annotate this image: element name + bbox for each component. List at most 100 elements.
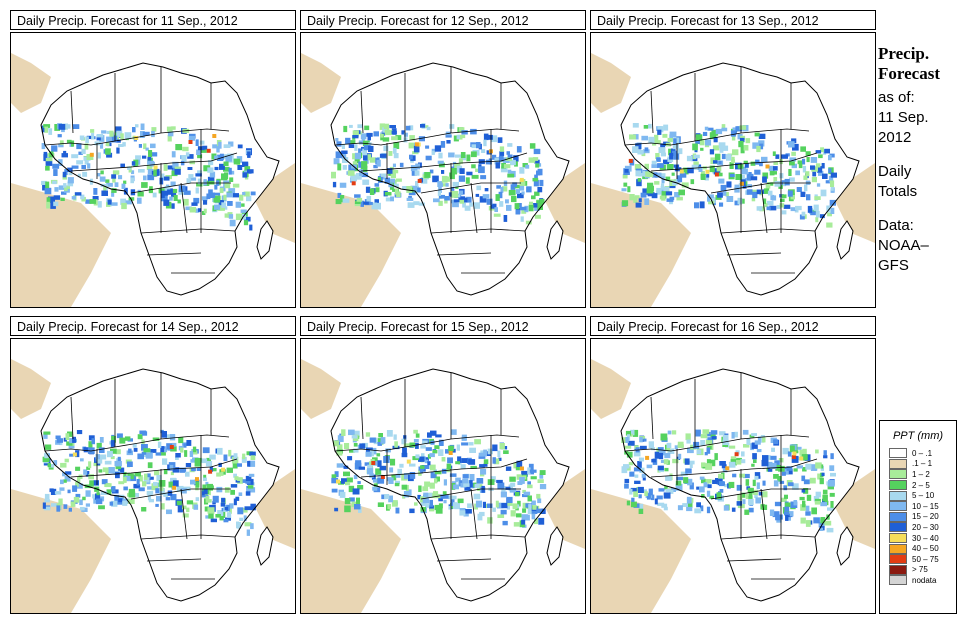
precip-cell bbox=[212, 495, 219, 503]
precip-cell bbox=[389, 467, 394, 473]
country-border bbox=[360, 396, 364, 440]
precip-cell bbox=[821, 472, 825, 477]
precip-cell bbox=[122, 500, 128, 506]
precip-cell bbox=[817, 166, 823, 173]
precip-cell bbox=[242, 192, 246, 196]
precip-cell bbox=[180, 488, 187, 494]
country-border bbox=[130, 488, 231, 500]
intense-precip-cell bbox=[519, 177, 524, 182]
coastline bbox=[40, 368, 280, 602]
precip-cell bbox=[471, 174, 479, 179]
precip-cell bbox=[623, 464, 630, 469]
precip-cell bbox=[517, 203, 522, 208]
precip-cell bbox=[642, 477, 646, 481]
precip-cell bbox=[118, 144, 124, 147]
precip-cell bbox=[105, 142, 110, 147]
precip-cell bbox=[196, 467, 201, 471]
intense-precip-cell bbox=[351, 181, 356, 186]
precip-cell bbox=[781, 210, 787, 215]
precip-cell bbox=[123, 472, 127, 479]
precip-cell bbox=[453, 484, 459, 490]
precip-cell bbox=[219, 163, 225, 170]
precip-cell bbox=[163, 164, 168, 171]
precip-cell bbox=[228, 141, 234, 147]
precip-cell bbox=[195, 173, 202, 177]
precip-cell bbox=[115, 126, 122, 133]
precip-cell bbox=[507, 500, 513, 506]
precip-cell bbox=[740, 146, 745, 154]
precip-cell bbox=[695, 140, 700, 144]
precip-cell bbox=[500, 491, 507, 498]
precip-cell bbox=[445, 134, 452, 138]
intense-precip-cell bbox=[705, 169, 710, 174]
precip-cell bbox=[209, 171, 216, 178]
precip-cell bbox=[797, 160, 805, 165]
precip-cell bbox=[516, 513, 522, 518]
precip-cell bbox=[687, 478, 693, 486]
precip-cell bbox=[525, 164, 530, 169]
precip-cell bbox=[663, 492, 671, 499]
precip-cell bbox=[830, 501, 834, 508]
precip-cell bbox=[82, 171, 88, 177]
precip-cell bbox=[170, 464, 174, 470]
precip-cell bbox=[218, 141, 222, 149]
precip-cell bbox=[194, 457, 202, 462]
precip-cell bbox=[693, 161, 699, 167]
precip-cell bbox=[822, 494, 828, 502]
legend-label: 50 – 75 bbox=[912, 554, 939, 564]
precip-cell bbox=[75, 450, 80, 458]
precip-cell bbox=[434, 478, 438, 484]
precip-cell bbox=[63, 504, 68, 509]
precip-cell bbox=[438, 194, 445, 199]
precip-cell bbox=[373, 483, 378, 487]
precip-cell bbox=[522, 508, 527, 513]
precip-cell bbox=[510, 510, 516, 517]
precip-cell bbox=[57, 134, 62, 138]
precip-cell bbox=[718, 473, 724, 480]
precip-cell bbox=[643, 489, 647, 493]
precip-cell bbox=[406, 186, 413, 193]
legend-item: 50 – 75 bbox=[880, 554, 956, 565]
precip-cell bbox=[424, 172, 431, 178]
precip-cell bbox=[397, 468, 402, 475]
precip-cell bbox=[758, 492, 763, 496]
precip-cell bbox=[67, 177, 74, 184]
precip-cell bbox=[88, 435, 95, 441]
precip-cell bbox=[394, 441, 398, 448]
precip-cell bbox=[476, 185, 482, 191]
precip-cell bbox=[522, 489, 526, 494]
precip-cell bbox=[186, 178, 192, 184]
precip-cell bbox=[72, 485, 78, 492]
madagascar-outline bbox=[546, 526, 564, 566]
precip-cell bbox=[823, 450, 827, 456]
precip-cell bbox=[369, 473, 374, 478]
precip-cell bbox=[701, 462, 706, 467]
precip-cell bbox=[721, 127, 728, 132]
precip-cell bbox=[176, 485, 184, 492]
precip-cell bbox=[122, 477, 127, 483]
country-border bbox=[650, 152, 818, 172]
precip-cell bbox=[223, 161, 229, 166]
precip-cell bbox=[392, 183, 399, 188]
precip-cell bbox=[352, 488, 360, 495]
precip-cell bbox=[483, 459, 489, 464]
precip-cell bbox=[87, 163, 91, 169]
country-border bbox=[726, 558, 782, 562]
precip-cell bbox=[349, 140, 356, 144]
precip-cell bbox=[787, 190, 793, 197]
precip-cell bbox=[221, 202, 227, 208]
precip-cell bbox=[425, 447, 432, 451]
africa-map-graphic bbox=[11, 53, 295, 307]
precip-cell bbox=[762, 176, 767, 183]
precip-cell bbox=[237, 165, 243, 170]
precip-cell bbox=[377, 460, 382, 467]
precip-cell bbox=[336, 463, 344, 468]
precip-cell bbox=[821, 163, 825, 169]
precip-cell bbox=[758, 140, 765, 147]
coastline bbox=[330, 62, 570, 296]
precip-cell bbox=[198, 208, 202, 212]
precip-cell bbox=[721, 153, 726, 160]
precip-cell bbox=[357, 481, 361, 485]
precip-cell bbox=[382, 137, 390, 142]
precip-cell bbox=[694, 154, 700, 159]
